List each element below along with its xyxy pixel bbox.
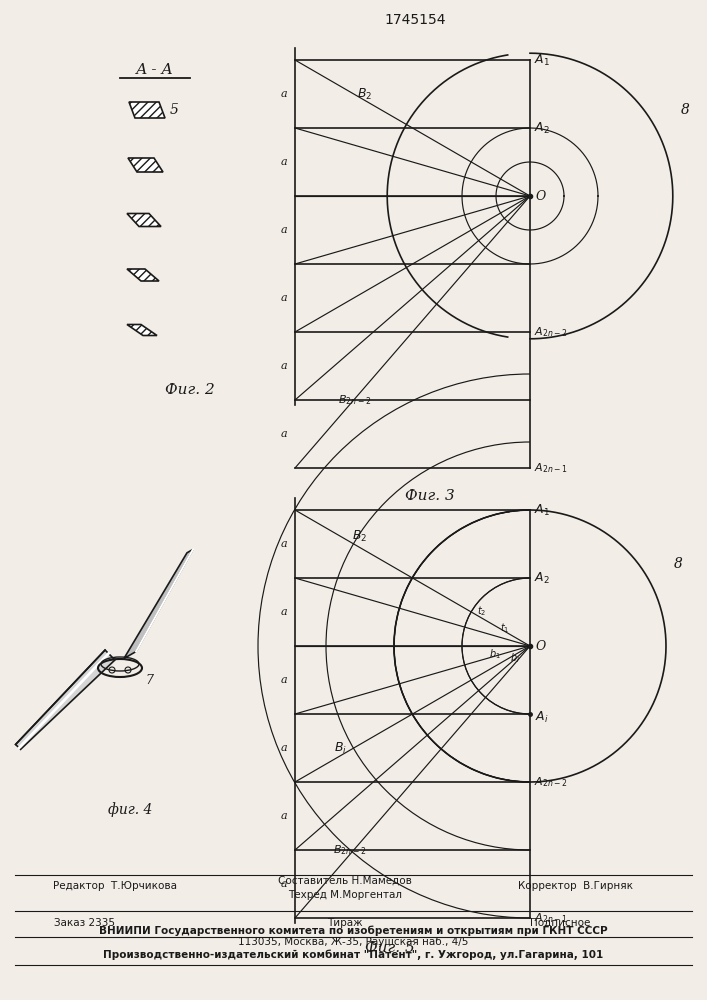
Text: Фиг. 3: Фиг. 3 [405,489,455,503]
Text: O: O [536,190,547,202]
Text: a: a [281,429,287,439]
Text: $B_2$: $B_2$ [352,528,368,544]
Text: $A_1$: $A_1$ [534,502,550,518]
Text: a: a [281,607,287,617]
Text: Фиг. 5: Фиг. 5 [365,941,415,955]
Text: $t_2$: $t_2$ [477,604,486,618]
Polygon shape [127,214,161,227]
Text: $A_2$: $A_2$ [534,570,550,586]
Text: Техред М.Моргентал: Техред М.Моргентал [288,890,402,900]
Text: $B_{2n-2}$: $B_{2n-2}$ [339,393,372,407]
Text: Фиг. 2: Фиг. 2 [165,383,215,397]
Text: O: O [536,640,547,652]
Text: $A_2$: $A_2$ [534,120,550,136]
Text: фиг. 4: фиг. 4 [107,803,152,817]
Text: 5: 5 [170,103,179,117]
Text: Корректор  В.Гирняк: Корректор В.Гирняк [518,881,633,891]
Text: a: a [281,811,287,821]
Text: a: a [281,157,287,167]
Polygon shape [127,269,159,281]
Text: Производственно-издательский комбинат "Патент", г. Ужгород, ул.Гагарина, 101: Производственно-издательский комбинат "П… [103,950,603,960]
Text: $t_1$: $t_1$ [501,621,510,635]
Text: a: a [281,539,287,549]
Text: a: a [281,743,287,753]
Text: $A_1$: $A_1$ [534,52,550,68]
Text: $B_i$: $B_i$ [334,740,346,756]
Text: a: a [281,879,287,889]
Text: Заказ 2335: Заказ 2335 [54,918,115,928]
Text: А - А: А - А [136,63,174,77]
Text: Тираж: Тираж [327,918,363,928]
Text: $B_{2n-2}$: $B_{2n-2}$ [334,843,367,857]
Text: ВНИИПИ Государственного комитета по изобретениям и открытиям при ГКНТ СССР: ВНИИПИ Государственного комитета по изоб… [99,926,607,936]
Text: $A_{2n-1}$: $A_{2n-1}$ [534,911,568,925]
Polygon shape [16,650,115,749]
Text: 7: 7 [145,674,153,686]
Polygon shape [128,158,163,172]
Text: $A_{2n-1}$: $A_{2n-1}$ [534,461,568,475]
Text: a: a [281,89,287,99]
Text: Редактор  Т.Юрчикова: Редактор Т.Юрчикова [53,881,177,891]
Text: $B_2$: $B_2$ [358,86,373,102]
Polygon shape [124,549,193,658]
Text: $b_1$: $b_1$ [489,647,501,661]
Text: $b_i$: $b_i$ [510,651,520,665]
Text: Подписное: Подписное [530,918,590,928]
Text: $A_i$: $A_i$ [535,709,549,725]
Text: a: a [281,293,287,303]
Text: 1745154: 1745154 [384,13,445,27]
Polygon shape [127,324,157,336]
Text: $A_{2n-2}$: $A_{2n-2}$ [534,325,568,339]
Text: a: a [281,225,287,235]
Polygon shape [129,102,165,118]
Text: 8: 8 [674,557,683,571]
Text: a: a [281,675,287,685]
Text: 8: 8 [681,103,689,117]
Text: 113035, Москва, Ж-35, Раушская наб., 4/5: 113035, Москва, Ж-35, Раушская наб., 4/5 [238,937,468,947]
Text: Составитель Н.Мамедов: Составитель Н.Мамедов [278,876,412,886]
Text: a: a [281,361,287,371]
Text: $A_{2n-2}$: $A_{2n-2}$ [534,775,568,789]
